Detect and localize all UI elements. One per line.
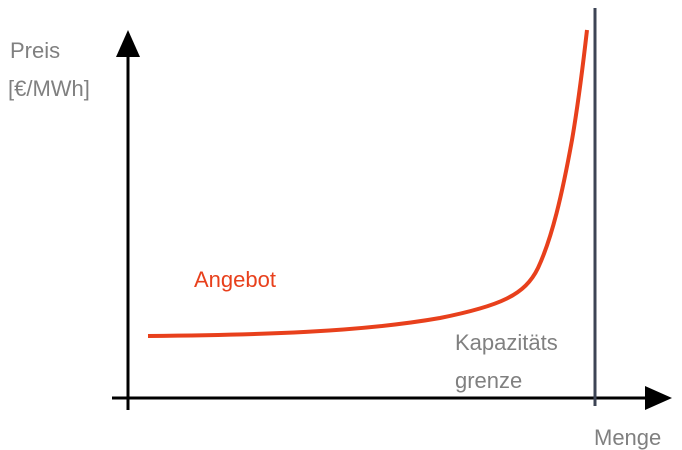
capacity-label: Kapazitäts xyxy=(455,330,558,355)
y-axis-label: [€/MWh] xyxy=(8,76,90,101)
supply-curve xyxy=(147,29,589,338)
x-axis-label: Menge xyxy=(594,425,661,450)
y-axis-label: Preis xyxy=(10,38,60,63)
capacity-label: grenze xyxy=(455,368,522,393)
curve-label: Angebot xyxy=(194,267,276,292)
